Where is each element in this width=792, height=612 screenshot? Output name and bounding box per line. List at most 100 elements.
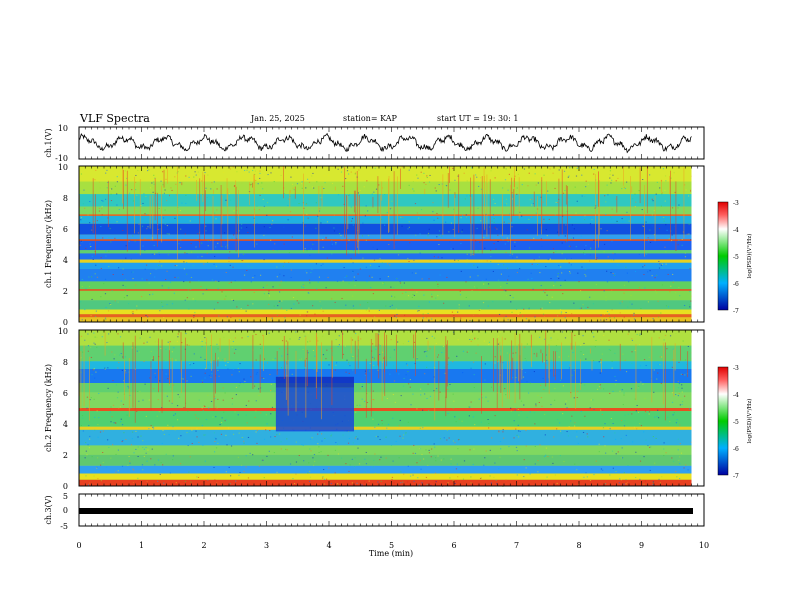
spectrogram-speckle xyxy=(603,318,606,320)
spectrogram-speckle xyxy=(391,182,393,184)
spectrogram-speckle xyxy=(141,225,144,227)
spectrogram-speckle xyxy=(156,415,158,417)
spectrogram-speckle xyxy=(82,203,85,205)
spectrogram-speckle xyxy=(391,479,393,481)
spectrogram-speckle xyxy=(309,480,311,482)
spectrogram-speckle xyxy=(441,257,443,259)
spectrogram-speckle xyxy=(580,410,582,412)
spectrogram-speckle xyxy=(557,273,559,275)
spectrogram-speckle xyxy=(602,427,605,429)
spectrogram-speckle xyxy=(550,404,552,406)
spectrogram-speckle xyxy=(627,333,629,335)
spectrogram-speckle xyxy=(452,228,454,230)
spectrogram-speckle xyxy=(517,436,520,438)
spectrogram-speckle xyxy=(430,456,432,458)
spectrogram-speckle xyxy=(194,312,196,314)
spectrogram-speckle xyxy=(207,479,209,481)
spectrogram-speckle xyxy=(599,372,601,374)
spectrogram-band xyxy=(79,250,692,254)
spectrogram-speckle xyxy=(651,198,653,200)
spectrogram-speckle xyxy=(373,316,376,318)
spectrogram-speckle xyxy=(444,319,446,321)
spectrogram-speckle xyxy=(677,387,680,389)
spectrogram-speckle xyxy=(205,419,208,421)
spectrogram-speckle xyxy=(145,415,147,417)
spectrogram-speckle xyxy=(243,274,246,276)
spectrogram-speckle xyxy=(664,246,666,248)
spectrogram-speckle xyxy=(405,374,407,376)
spectrogram-speckle xyxy=(99,187,101,189)
spectrogram-speckle xyxy=(465,263,468,265)
spectrogram-speckle xyxy=(157,344,159,346)
spectrogram-speckle xyxy=(621,218,623,220)
spectrogram-speckle xyxy=(657,372,659,374)
spectrogram-speckle xyxy=(210,188,212,190)
spectrogram-speckle xyxy=(323,483,326,485)
spectrogram-speckle xyxy=(169,341,171,343)
spectrogram-speckle xyxy=(128,303,130,305)
spectrogram-speckle xyxy=(505,168,507,170)
spectrogram-speckle xyxy=(172,426,174,428)
spectrogram-speckle xyxy=(160,180,162,182)
spectrogram-speckle xyxy=(437,256,439,258)
spectrogram-speckle xyxy=(513,235,515,237)
spectrogram-speckle xyxy=(454,259,456,261)
spectrogram-speckle xyxy=(660,382,662,384)
spectrogram-speckle xyxy=(236,206,238,208)
spectrogram-speckle xyxy=(554,187,556,189)
spectrogram-speckle xyxy=(470,333,472,335)
spectrogram-speckle xyxy=(600,409,602,411)
spectrogram-speckle xyxy=(642,225,644,227)
spectrogram-speckle xyxy=(625,434,627,436)
spectrogram-speckle xyxy=(94,336,96,338)
spectrogram-speckle xyxy=(563,170,566,172)
spectrogram-speckle xyxy=(315,202,318,204)
spectrogram-speckle xyxy=(575,175,578,177)
spectrogram-speckle xyxy=(425,350,427,352)
spectrogram-speckle xyxy=(100,257,102,259)
spectrogram-speckle xyxy=(249,452,251,454)
spectrogram-speckle xyxy=(111,351,113,353)
spectrogram-speckle xyxy=(454,442,456,444)
spectrogram-speckle xyxy=(659,363,661,365)
ch3-wave-ytick-bottom: -5 xyxy=(60,522,68,531)
spectrogram-speckle xyxy=(682,340,684,342)
spectrogram-speckle xyxy=(365,266,367,268)
spectrogram-speckle xyxy=(172,384,175,386)
spectrogram-speckle xyxy=(601,414,603,416)
spectrogram-speckle xyxy=(504,204,506,206)
spectrogram-speckle xyxy=(514,241,516,243)
spectrogram-speckle xyxy=(570,420,572,422)
spectrogram-speckle xyxy=(348,470,350,472)
spectrogram-speckle xyxy=(664,175,667,177)
spectrogram-speckle xyxy=(686,364,688,366)
spectrogram-speckle xyxy=(494,203,496,205)
spectrogram-speckle xyxy=(238,319,241,321)
spectrogram-speckle xyxy=(151,182,153,184)
spectrogram-speckle xyxy=(105,172,107,174)
spectrogram-band xyxy=(79,166,692,182)
spectrogram-speckle xyxy=(503,264,505,266)
spectrogram-speckle xyxy=(636,333,638,335)
spectrogram-speckle xyxy=(132,482,135,484)
spectrogram-speckle xyxy=(263,477,265,479)
spectrogram-speckle xyxy=(420,388,422,390)
spectrogram-speckle xyxy=(267,174,269,176)
spectrogram-speckle xyxy=(361,398,363,400)
spectrogram-speckle xyxy=(207,394,209,396)
spectrogram-speckle xyxy=(170,187,172,189)
spectrogram-speckle xyxy=(593,239,595,241)
spectrogram-speckle xyxy=(565,224,567,226)
spectrogram-speckle xyxy=(219,424,221,426)
spectrogram-speckle xyxy=(600,359,602,361)
spectrogram-patch xyxy=(275,376,354,388)
spectrogram-speckle xyxy=(381,361,384,363)
spectrogram-speckle xyxy=(608,331,610,333)
spectrogram-speckle xyxy=(609,173,611,175)
spectrogram-speckle xyxy=(579,383,581,385)
spectrogram-speckle xyxy=(525,445,527,447)
spectrogram-speckle xyxy=(129,460,131,462)
spectrogram-speckle xyxy=(387,423,390,425)
spectrogram-speckle xyxy=(567,176,569,178)
spectrogram-speckle xyxy=(193,176,195,178)
